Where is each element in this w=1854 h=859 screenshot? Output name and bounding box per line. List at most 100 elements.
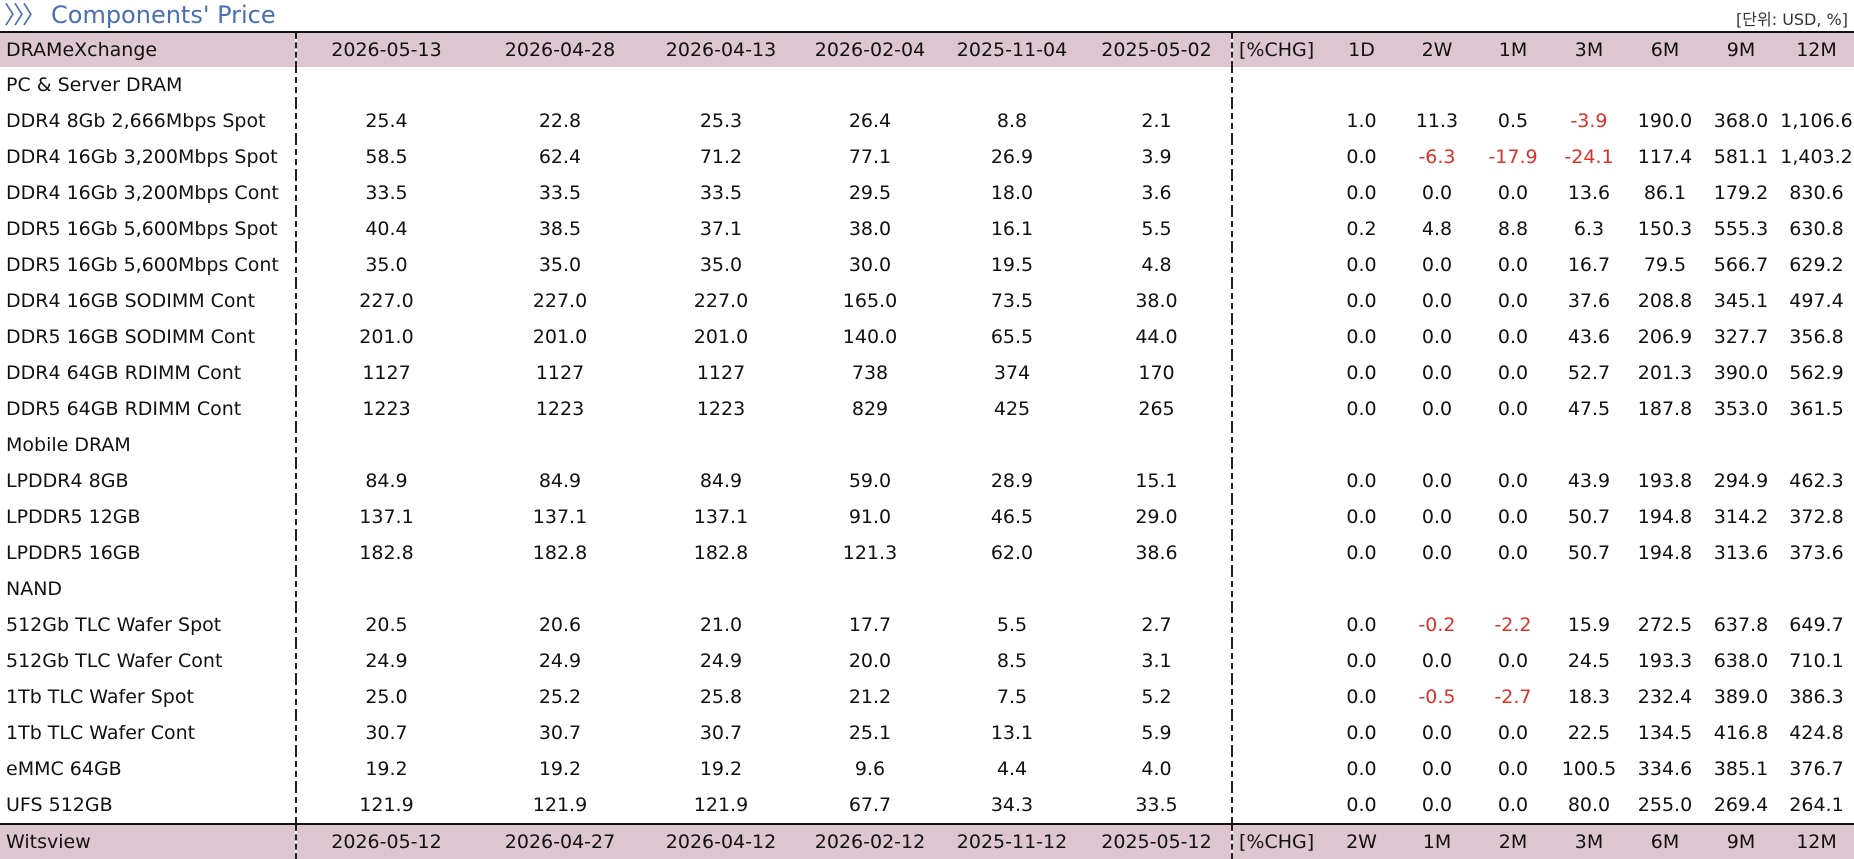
item-row: DDR5 16GB SODIMM Cont 201.0 201.0 201.0 140.… — [0, 319, 1854, 355]
price: 20.6 — [538, 614, 582, 636]
empty-cell — [1779, 427, 1854, 463]
price: 19.2 — [699, 758, 743, 780]
price: 59.0 — [848, 470, 892, 492]
change: 0.0 — [1421, 758, 1453, 780]
price: 35.0 — [538, 254, 582, 276]
price: 38.5 — [538, 218, 582, 240]
price: 16.1 — [990, 218, 1034, 240]
empty-cell — [1231, 751, 1324, 787]
price: 30.0 — [848, 254, 892, 276]
price: 15.1 — [1135, 470, 1178, 492]
empty-cell — [942, 67, 1082, 103]
price: 38.0 — [848, 218, 892, 240]
price: 137.1 — [532, 506, 588, 528]
empty-cell — [1703, 571, 1779, 607]
price: 121.9 — [295, 787, 476, 824]
change: 386.3 — [1789, 686, 1844, 708]
change: 134.5 — [1637, 722, 1693, 744]
item-row: UFS 512GB 121.9 121.9 121.9 67.7 34.3 33.5 0.0 0… — [0, 787, 1854, 824]
date-header: 2026-04-28 — [476, 31, 644, 67]
price: 1127 — [535, 362, 585, 384]
price: 38.6 — [1135, 542, 1178, 564]
price: 67.7 — [848, 794, 892, 816]
change: 637.8 — [1713, 614, 1769, 636]
item-name: DDR4 64GB RDIMM Cont — [6, 362, 242, 384]
price: 182.8 — [693, 542, 749, 564]
price: 738 — [851, 362, 889, 384]
empty-cell — [1231, 103, 1324, 139]
change: 0.0 — [1346, 506, 1377, 528]
item-name: DDR5 16GB SODIMM Cont — [6, 326, 256, 348]
empty-cell — [1231, 679, 1324, 715]
item-row: 1Tb TLC Wafer Spot 25.0 25.2 25.8 21.2 7.5 5.2… — [0, 679, 1854, 715]
empty-cell — [1779, 571, 1854, 607]
empty-cell — [1231, 463, 1324, 499]
change: 52.7 — [1567, 362, 1611, 384]
change: 313.6 — [1713, 542, 1769, 564]
change: 18.3 — [1567, 686, 1611, 708]
price: 38.0 — [1135, 290, 1178, 312]
change: 47.5 — [1567, 398, 1611, 420]
change: 562.9 — [1789, 362, 1844, 384]
price: 227.0 — [295, 283, 476, 319]
price: 182.8 — [295, 535, 476, 571]
change: 179.2 — [1713, 182, 1769, 204]
change: -0.5 — [1418, 686, 1456, 708]
empty-cell — [1551, 67, 1627, 103]
item-name: DDR4 16GB SODIMM Cont — [6, 290, 256, 312]
change: 0.0 — [1497, 650, 1529, 672]
empty-cell — [1703, 67, 1779, 103]
empty-cell — [1231, 427, 1324, 463]
price: 227.0 — [693, 290, 749, 312]
price: 84.9 — [538, 470, 582, 492]
change: 0.0 — [1497, 506, 1529, 528]
change: 353.0 — [1713, 398, 1769, 420]
item-row: LPDDR4 8GB 84.9 84.9 84.9 59.0 28.9 15.1 0.0 0.0… — [0, 463, 1854, 499]
period-header: 3M — [1551, 823, 1627, 859]
period-header: 2W — [1324, 823, 1399, 859]
change: 0.0 — [1421, 182, 1453, 204]
period-header: 12M — [1779, 31, 1854, 67]
change: 37.6 — [1567, 290, 1611, 312]
price: 30.7 — [538, 722, 582, 744]
price: 19.2 — [538, 758, 582, 780]
period-header: 12M — [1779, 823, 1854, 859]
change: 0.0 — [1497, 362, 1529, 384]
change: 0.0 — [1421, 542, 1453, 564]
price: 30.7 — [295, 715, 476, 751]
empty-cell — [644, 571, 798, 607]
price: 201.0 — [693, 326, 749, 348]
empty-cell — [942, 571, 1082, 607]
empty-cell — [798, 67, 942, 103]
change: 0.0 — [1497, 470, 1529, 492]
empty-cell — [1475, 427, 1551, 463]
change: 0.0 — [1497, 254, 1529, 276]
change: 0.0 — [1421, 398, 1453, 420]
price: 62.4 — [538, 146, 582, 168]
price: 137.1 — [295, 499, 476, 535]
change: -2.2 — [1494, 614, 1532, 636]
price: 19.2 — [295, 751, 476, 787]
change: 194.8 — [1637, 542, 1693, 564]
change: 0.0 — [1421, 722, 1453, 744]
header-row: DRAMeXchange 2026-05-13 2026-04-28 2026-04-… — [0, 31, 1854, 67]
price: 22.8 — [538, 110, 582, 132]
empty-cell — [798, 427, 942, 463]
change: 0.0 — [1346, 650, 1377, 672]
item-row: DDR4 16Gb 3,200Mbps Cont 33.5 33.5 33.5 29.5… — [0, 175, 1854, 211]
change: 0.0 — [1421, 254, 1453, 276]
period-header: 6M — [1627, 31, 1703, 67]
empty-cell — [1231, 67, 1324, 103]
price: 25.2 — [538, 686, 582, 708]
change: 11.3 — [1415, 110, 1459, 132]
change: 0.0 — [1346, 254, 1377, 276]
price: 25.8 — [699, 686, 743, 708]
price: 1127 — [696, 362, 746, 384]
empty-cell — [1627, 571, 1703, 607]
item-name: DDR4 16Gb 3,200Mbps Cont — [6, 182, 279, 204]
change: 497.4 — [1789, 290, 1844, 312]
item-name: DDR5 16Gb 5,600Mbps Cont — [6, 254, 279, 276]
footer-row: Witsview 2026-05-12 2026-04-27 2026-04-12 20… — [0, 823, 1854, 859]
price: 2.7 — [1141, 614, 1172, 636]
period-header: 9M — [1703, 823, 1779, 859]
